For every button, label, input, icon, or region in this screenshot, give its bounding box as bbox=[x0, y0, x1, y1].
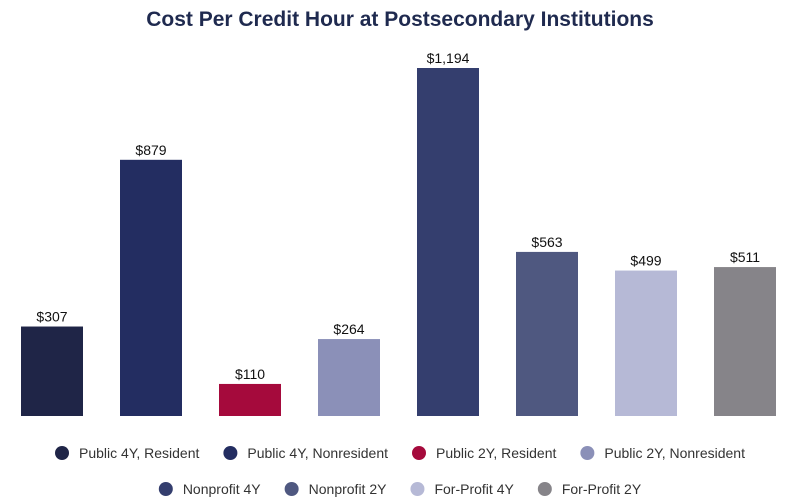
chart-title: Cost Per Credit Hour at Postsecondary In… bbox=[146, 8, 654, 31]
bar-7 bbox=[714, 267, 776, 416]
legend-marker-5 bbox=[284, 482, 299, 496]
legend-marker-2 bbox=[412, 446, 426, 460]
bar-value-label-6: $499 bbox=[630, 253, 661, 269]
bar-4 bbox=[417, 68, 479, 416]
legend-marker-0 bbox=[55, 446, 70, 460]
legend-label-0: Public 4Y, Resident bbox=[79, 445, 199, 461]
legend-item-4: Nonprofit 4Y bbox=[158, 481, 261, 497]
legend-item-1: Public 4Y, Nonresident bbox=[223, 445, 388, 461]
legend-marker-6 bbox=[410, 482, 425, 496]
bar-0 bbox=[21, 326, 83, 416]
bar-value-label-3: $264 bbox=[333, 321, 364, 337]
bar-value-label-0: $307 bbox=[36, 309, 67, 325]
legend-marker-7 bbox=[537, 482, 552, 496]
legend-item-3: Public 2Y, Nonresident bbox=[580, 445, 745, 461]
legend-label-6: For-Profit 4Y bbox=[434, 481, 514, 497]
bar-3 bbox=[318, 339, 380, 416]
legend-label-3: Public 2Y, Nonresident bbox=[604, 445, 745, 461]
legend-marker-4 bbox=[158, 482, 173, 496]
bar-value-label-7: $511 bbox=[730, 249, 760, 265]
legend-item-2: Public 2Y, Resident bbox=[412, 445, 556, 461]
bar-6 bbox=[615, 270, 677, 416]
value-labels-group: $307 $879 $110 $264 $1,194 $563 $499 $511 bbox=[36, 50, 760, 382]
bar-1 bbox=[120, 159, 182, 416]
legend-item-5: Nonprofit 2Y bbox=[284, 481, 387, 497]
legend-marker-1 bbox=[223, 446, 238, 460]
bar-value-label-2: $110 bbox=[235, 366, 265, 382]
bar-2 bbox=[219, 383, 281, 416]
legend-item-0: Public 4Y, Resident bbox=[55, 445, 200, 461]
bar-value-label-5: $563 bbox=[531, 234, 562, 250]
legend-item-7: For-Profit 2Y bbox=[537, 481, 642, 497]
legend-label-2: Public 2Y, Resident bbox=[436, 445, 556, 461]
legend-item-6: For-Profit 4Y bbox=[410, 481, 514, 497]
legend-label-5: Nonprofit 2Y bbox=[309, 481, 387, 497]
legend-marker-3 bbox=[580, 446, 595, 460]
bar-value-label-1: $879 bbox=[135, 142, 166, 158]
bars-group bbox=[21, 68, 776, 416]
legend-label-7: For-Profit 2Y bbox=[562, 481, 642, 497]
legend-label-1: Public 4Y, Nonresident bbox=[247, 445, 388, 461]
legend-label-4: Nonprofit 4Y bbox=[183, 481, 261, 497]
bar-5 bbox=[516, 251, 578, 416]
bar-value-label-4: $1,194 bbox=[427, 50, 470, 66]
legend: Public 4Y, Resident Public 4Y, Nonresiden… bbox=[55, 445, 745, 497]
